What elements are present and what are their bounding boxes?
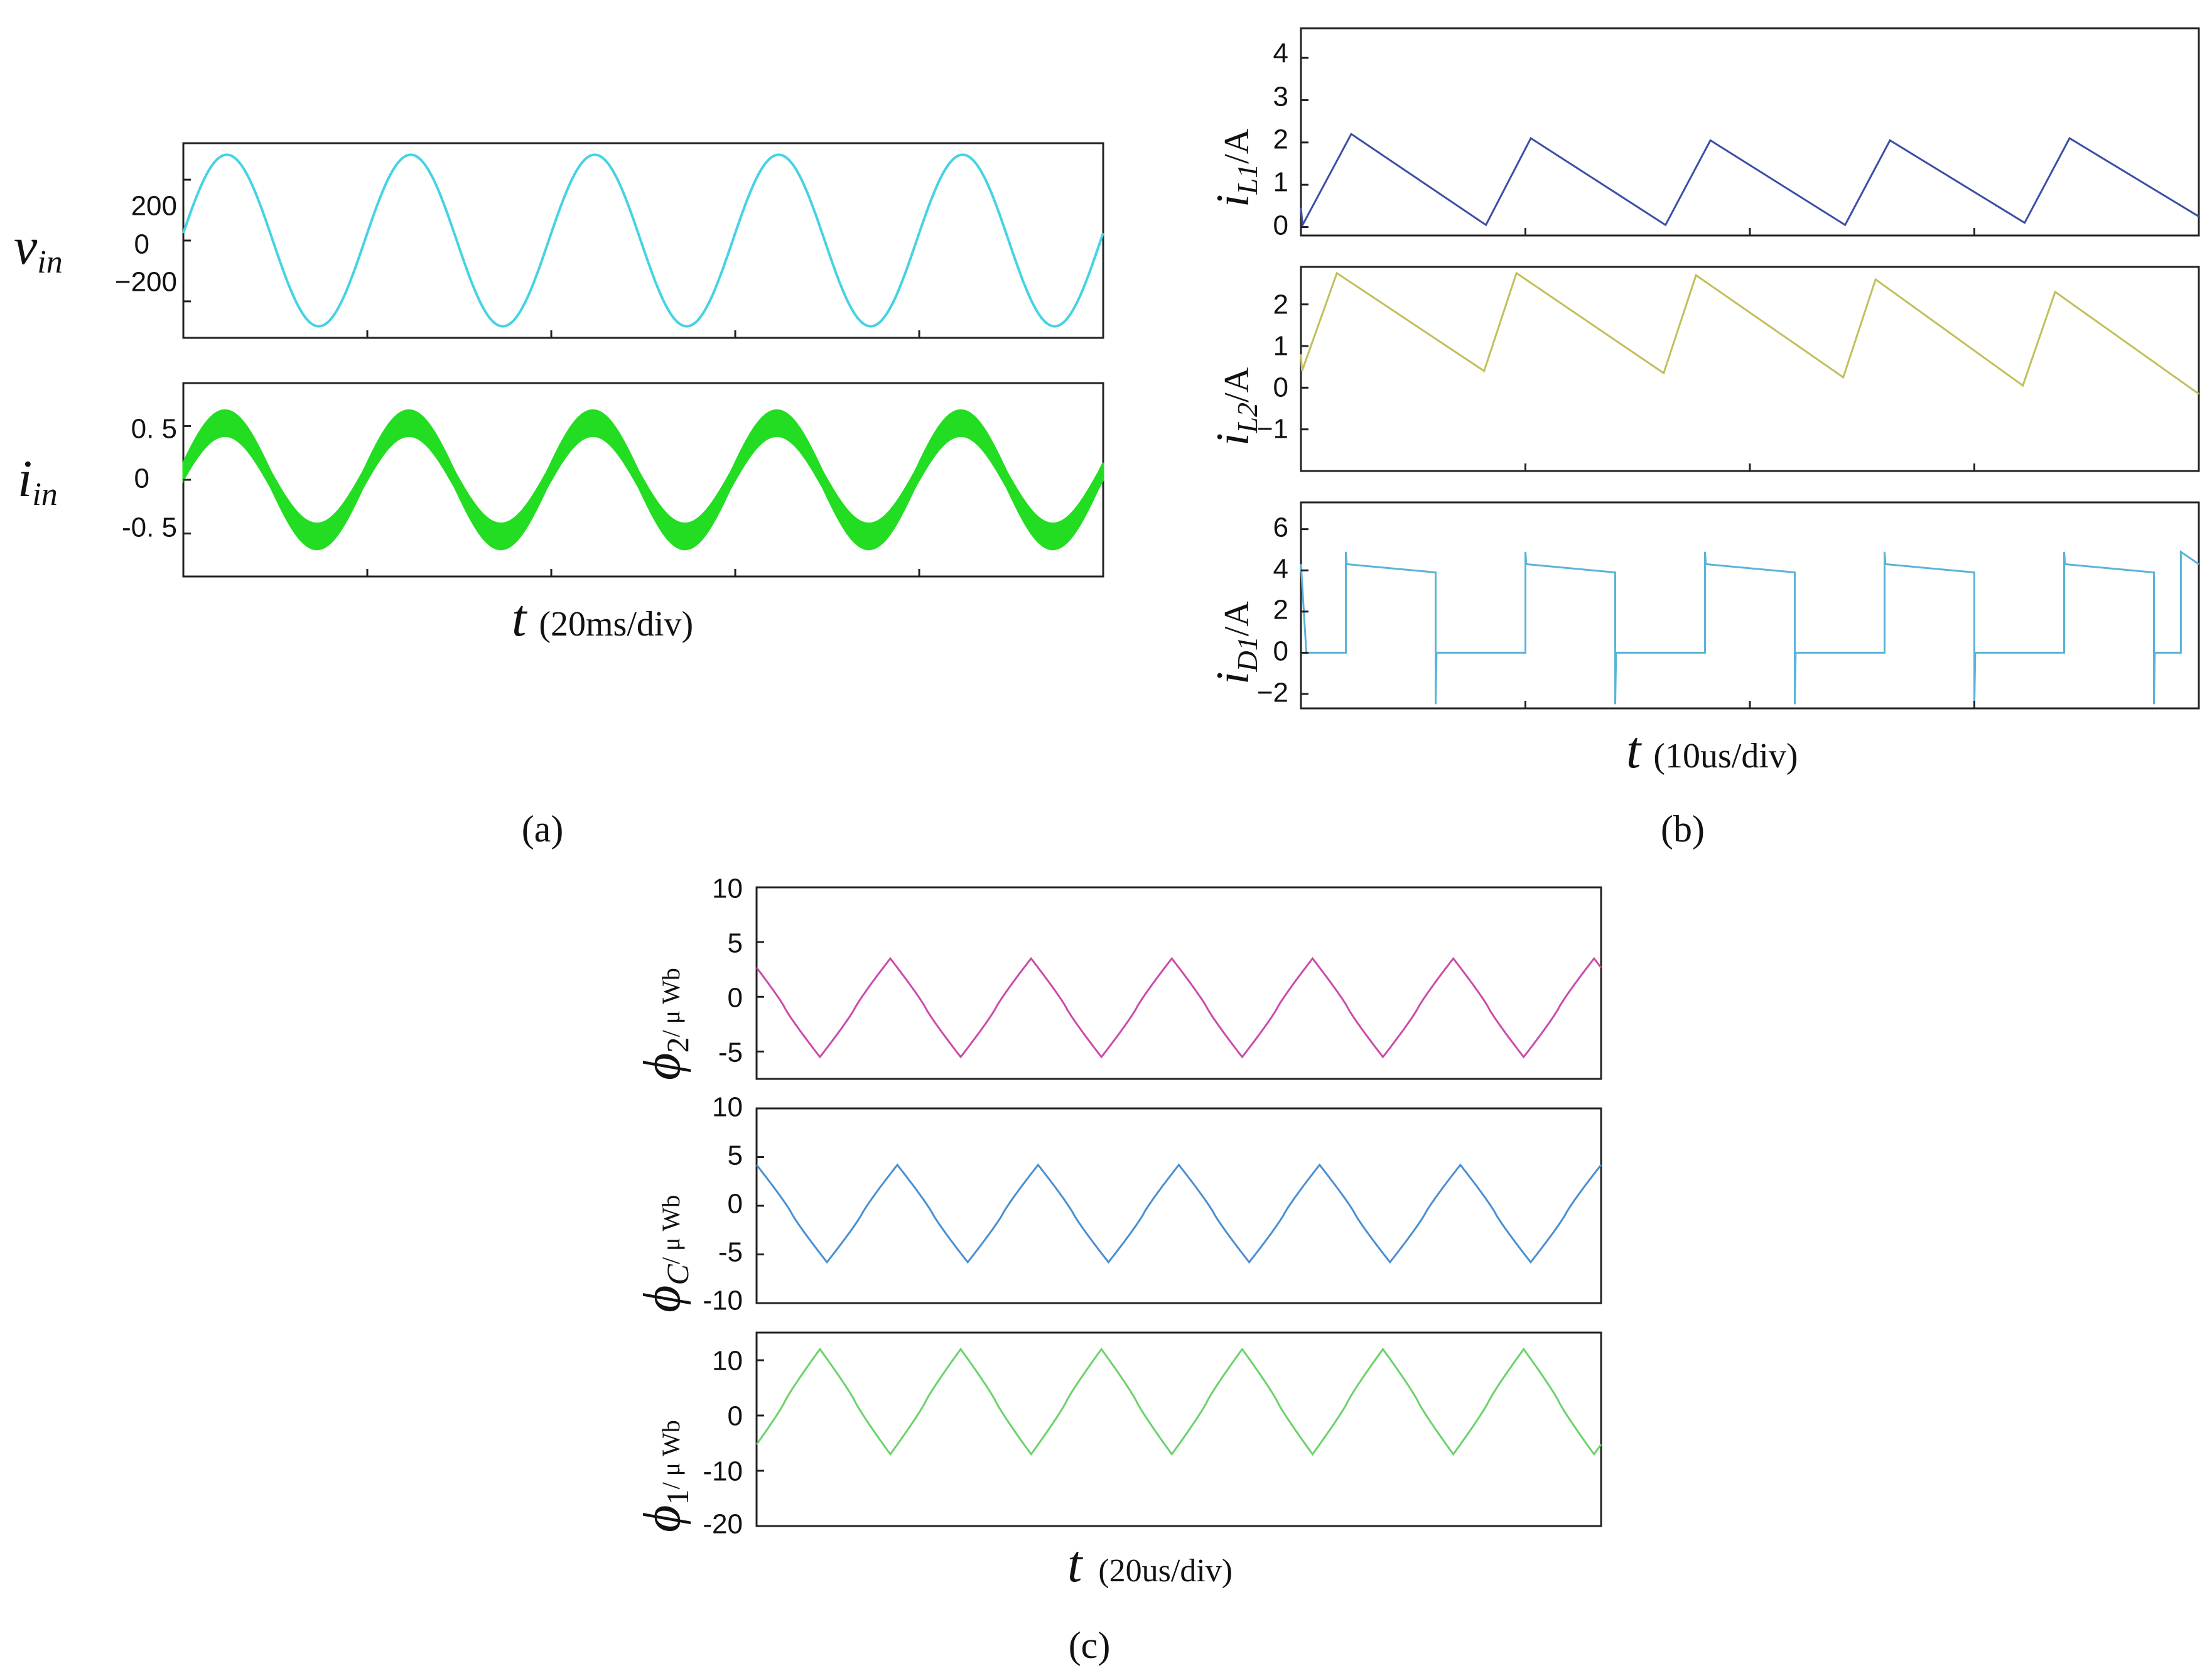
chart-a1-vin: 200 0 −200 vin: [14, 142, 1104, 339]
panel-b: 0 1 2 3 4 iL1/A 2 1 0 −1 iL2/A 6 4 2 0 −…: [1207, 27, 2200, 850]
chart-b2-iL2: 2 1 0 −1 iL2/A: [1207, 266, 2200, 472]
caption-c: (c): [1069, 1625, 1111, 1666]
axis-label-phi1: ϕ1/ μ Wb: [633, 1420, 695, 1532]
ytick-label-b1-4: 4: [1273, 38, 1288, 69]
chart-b3-iD1: 6 4 2 0 −2 iD1/A t (10us/div): [1207, 501, 2200, 779]
caption-b: (b): [1661, 808, 1705, 850]
series-line-phiC: [755, 1163, 1602, 1264]
ytick-label-b3-0: 0: [1273, 636, 1288, 667]
ytick-label-a1-200: 200: [131, 191, 177, 222]
ytick-label-b1-2: 2: [1273, 124, 1288, 155]
axis-label-iin: iin: [18, 450, 58, 512]
ytick-label-b2-1: 1: [1273, 331, 1288, 362]
chart-b1-iL1: 0 1 2 3 4 iL1/A: [1207, 27, 2200, 241]
ytick-label-b3-2: 2: [1273, 595, 1288, 625]
chart-a2-iin: 0. 5 0 -0. 5 iin t (20ms/div): [18, 382, 1104, 647]
series-band-iin: [182, 409, 1104, 551]
chart-c1-phi2: 10 5 0 -5 ϕ2/ μ Wb: [633, 874, 1602, 1080]
x-axis-label-b: t (10us/div): [1626, 721, 1798, 779]
ytick-label-a1-0: 0: [134, 229, 149, 260]
ytick-label-c2-0: 0: [728, 1189, 743, 1220]
caption-a: (a): [522, 808, 564, 850]
x-axis-label-a: t (20ms/div): [512, 589, 693, 647]
axis-label-iD1: iD1/A: [1207, 601, 1263, 685]
ytick-label-b3-4: 4: [1273, 554, 1288, 585]
axis-label-iL2: iL2/A: [1207, 367, 1263, 446]
ytick-label-b1-1: 1: [1273, 167, 1288, 198]
series-line-iL1: [1300, 133, 2199, 229]
ytick-label-a2-0.5: 0. 5: [131, 414, 177, 445]
plot-frame-b1: [1300, 27, 2200, 237]
ytick-label-c2-5: 5: [728, 1140, 743, 1171]
ytick-label-c1-5: 5: [728, 928, 743, 959]
axis-label-vin: vin: [14, 217, 63, 280]
ytick-label-c1-0: 0: [728, 983, 743, 1014]
ytick-label-c3-neg10: -10: [703, 1456, 743, 1487]
ytick-label-a1-neg200: −200: [115, 267, 177, 298]
plot-frame-c3: [755, 1331, 1602, 1527]
ytick-label-c3-10: 10: [712, 1346, 743, 1377]
x-axis-label-c: t (20us/div): [1067, 1535, 1233, 1593]
series-line-iL2: [1300, 271, 2199, 395]
plot-frame-a1: [182, 142, 1104, 339]
panel-c: 10 5 0 -5 ϕ2/ μ Wb 10 5 0 -5 -10 ϕC/ μ W…: [633, 874, 1602, 1666]
axis-label-iL1: iL1/A: [1207, 128, 1263, 207]
ytick-label-c3-0: 0: [728, 1401, 743, 1432]
ytick-label-a2-neg0.5: -0. 5: [122, 512, 177, 543]
ytick-label-b2-0: 0: [1273, 372, 1288, 403]
chart-c3-phi1: 10 0 -10 -20 ϕ1/ μ Wb t (20us/div): [633, 1331, 1602, 1593]
ytick-label-c3-neg20: -20: [703, 1509, 743, 1540]
ytick-label-c2-neg5: -5: [718, 1237, 743, 1268]
series-line-phi2: [755, 956, 1602, 1059]
ytick-label-a2-0: 0: [134, 463, 149, 494]
ytick-label-b2-2: 2: [1273, 290, 1288, 320]
axis-label-phi2: ϕ2/ μ Wb: [633, 968, 695, 1080]
ytick-label-c2-10: 10: [712, 1092, 743, 1123]
series-line-iD1: [1300, 549, 2199, 705]
ytick-label-b1-3: 3: [1273, 82, 1288, 112]
series-line-phi1: [755, 1347, 1602, 1456]
axis-label-phiC: ϕC/ μ Wb: [633, 1195, 695, 1313]
series-line-vin: [182, 153, 1104, 328]
panel-a: 200 0 −200 vin 0. 5 0 -0. 5 iin t (20ms/d…: [14, 142, 1104, 850]
plot-frame-c1: [755, 886, 1602, 1080]
ytick-label-c1-neg5: -5: [718, 1037, 743, 1068]
ytick-label-b3-6: 6: [1273, 512, 1288, 543]
plot-frame-c2: [755, 1107, 1602, 1304]
ytick-label-b1-0: 0: [1273, 210, 1288, 241]
ytick-label-b3-neg2: −2: [1257, 678, 1288, 708]
ytick-label-c1-10: 10: [712, 874, 743, 904]
ytick-label-c2-neg10: -10: [703, 1286, 743, 1316]
ytick-label-b2-neg1: −1: [1257, 414, 1288, 445]
chart-c2-phiC: 10 5 0 -5 -10 ϕC/ μ Wb: [633, 1092, 1602, 1316]
